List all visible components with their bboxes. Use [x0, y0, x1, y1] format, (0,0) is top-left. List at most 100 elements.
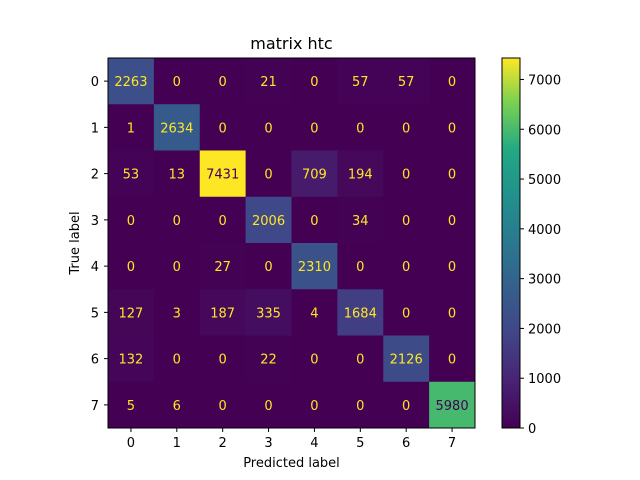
cell-value-label: 127: [119, 306, 144, 321]
cell-value-label: 0: [310, 75, 318, 90]
y-tick-label: 4: [91, 260, 99, 275]
heatmap-cell: [199, 196, 247, 244]
heatmap-cell: [383, 104, 430, 151]
cell-value-label: 0: [448, 353, 456, 368]
heatmap-cell: [291, 381, 338, 429]
cell-value-label: 0: [448, 121, 456, 136]
cell-value-label: 0: [448, 214, 456, 229]
cell-value-label: 3: [173, 306, 181, 321]
colorbar-tick-label: 1000: [528, 372, 561, 387]
cell-value-label: 0: [264, 399, 272, 414]
heatmap-cell: [199, 289, 247, 336]
y-tick-label: 5: [91, 306, 99, 321]
heatmap-cell: [429, 289, 476, 336]
heatmap-cells: [107, 57, 476, 429]
colorbar-tick-label: 3000: [528, 273, 561, 288]
cell-value-label: 0: [356, 399, 364, 414]
heatmap-cell: [108, 289, 155, 336]
colorbar-tick-label: 0: [528, 422, 536, 437]
heatmap-cell: [245, 104, 292, 151]
heatmap-cell: [199, 381, 247, 429]
heatmap-cell: [337, 58, 384, 105]
cell-value-label: 194: [348, 168, 373, 183]
cell-value-label: 0: [448, 260, 456, 275]
cell-value-label: 0: [402, 214, 410, 229]
heatmap-cell: [291, 150, 338, 198]
colorbar-tick-label: 4000: [528, 223, 561, 238]
cell-value-label: 13: [169, 168, 186, 183]
cell-value-label: 0: [356, 260, 364, 275]
cell-value-label: 0: [173, 75, 181, 90]
cell-value-label: 57: [352, 75, 369, 90]
colorbar-gradient: [501, 57, 521, 429]
heatmap-cell: [245, 196, 292, 244]
x-tick-label: 7: [448, 436, 456, 451]
heatmap-cell: [429, 58, 476, 105]
cell-value-label: 0: [127, 260, 135, 275]
cell-value-label: 132: [119, 353, 144, 368]
plot-frame: [107, 57, 476, 429]
cell-value-label: 0: [310, 214, 318, 229]
heatmap-cell: [383, 150, 430, 198]
cell-value-label: 0: [402, 121, 410, 136]
cell-value-label: 0: [173, 214, 181, 229]
cell-value-label: 0: [173, 260, 181, 275]
heatmap-cell: [245, 58, 292, 105]
heatmap-cell: [291, 104, 338, 151]
x-tick-label: 1: [173, 436, 181, 451]
cell-value-label: 0: [356, 121, 364, 136]
y-tick-label: 0: [91, 75, 99, 90]
x-tick-label: 0: [127, 436, 135, 451]
colorbar-tick-label: 5000: [528, 173, 561, 188]
cell-value-label: 57: [398, 75, 415, 90]
y-axis-ticks: 0 1 2 3 4 5 6 7: [91, 75, 108, 414]
cell-value-label: 0: [219, 353, 227, 368]
heatmap-cell: [153, 58, 201, 105]
heatmap-cell: [245, 150, 292, 198]
cell-value-label: 2634: [160, 121, 193, 136]
x-axis-ticks: 0 1 2 3 4 5 6 7: [127, 428, 456, 451]
heatmap-cell: [337, 104, 384, 151]
y-tick-label: 2: [91, 168, 99, 183]
heatmap-cell: [199, 150, 247, 198]
heatmap-cell: [383, 289, 430, 336]
heatmap-cell: [291, 58, 338, 105]
cell-value-label: 0: [219, 399, 227, 414]
heatmap-cell: [291, 335, 338, 383]
cell-value-label: 335: [256, 306, 281, 321]
cell-value-label: 0: [310, 399, 318, 414]
cell-value-label: 187: [210, 306, 235, 321]
cell-value-label: 0: [264, 168, 272, 183]
x-tick-label: 5: [356, 436, 364, 451]
cell-value-label: 0: [356, 353, 364, 368]
cell-value-label: 2263: [114, 75, 147, 90]
heatmap-cell: [153, 104, 201, 151]
y-tick-label: 3: [91, 214, 99, 229]
cell-value-label: 27: [214, 260, 231, 275]
heatmap-cell: [199, 243, 247, 290]
heatmap-cell-labels: 2263 0 0 21 0 57 57 01 2634 0 0 0 0 0 053 13 7431 0 709 194…: [114, 75, 468, 414]
colorbar-tick-label: 6000: [528, 123, 561, 138]
heatmap-cell: [291, 196, 338, 244]
heatmap-cell: [153, 196, 201, 244]
cell-value-label: 53: [123, 168, 140, 183]
cell-value-label: 0: [448, 168, 456, 183]
heatmap-cell: [383, 58, 430, 105]
heatmap-cell: [429, 104, 476, 151]
heatmap-cell: [245, 335, 292, 383]
y-tick-label: 6: [91, 353, 99, 368]
cell-value-label: 2126: [390, 353, 423, 368]
x-axis-label: Predicted label: [243, 456, 340, 471]
cell-value-label: 0: [402, 306, 410, 321]
y-tick-label: 7: [91, 399, 99, 414]
cell-value-label: 0: [448, 75, 456, 90]
cell-value-label: 1684: [344, 306, 377, 321]
cell-value-label: 2310: [298, 260, 331, 275]
heatmap-cell: [199, 335, 247, 383]
heatmap-cell: [153, 381, 201, 429]
heatmap-cell: [337, 381, 384, 429]
heatmap-cell: [108, 196, 155, 244]
cell-value-label: 34: [352, 214, 369, 229]
heatmap-cell: [291, 289, 338, 336]
